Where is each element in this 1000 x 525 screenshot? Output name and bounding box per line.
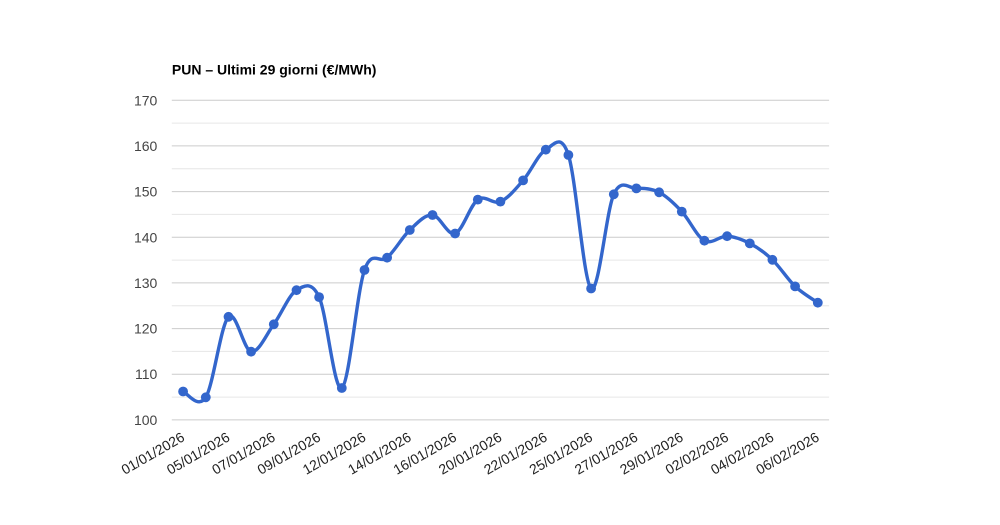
svg-text:110: 110 — [135, 366, 158, 382]
svg-text:160: 160 — [134, 138, 158, 154]
svg-text:140: 140 — [134, 229, 158, 245]
svg-text:100: 100 — [134, 412, 158, 428]
svg-text:PUN – Ultimi 29 giorni (€/MWh): PUN – Ultimi 29 giorni (€/MWh) — [172, 62, 377, 78]
svg-text:120: 120 — [134, 321, 158, 337]
svg-text:170: 170 — [134, 92, 158, 108]
svg-text:150: 150 — [134, 184, 158, 200]
svg-text:130: 130 — [134, 275, 158, 291]
